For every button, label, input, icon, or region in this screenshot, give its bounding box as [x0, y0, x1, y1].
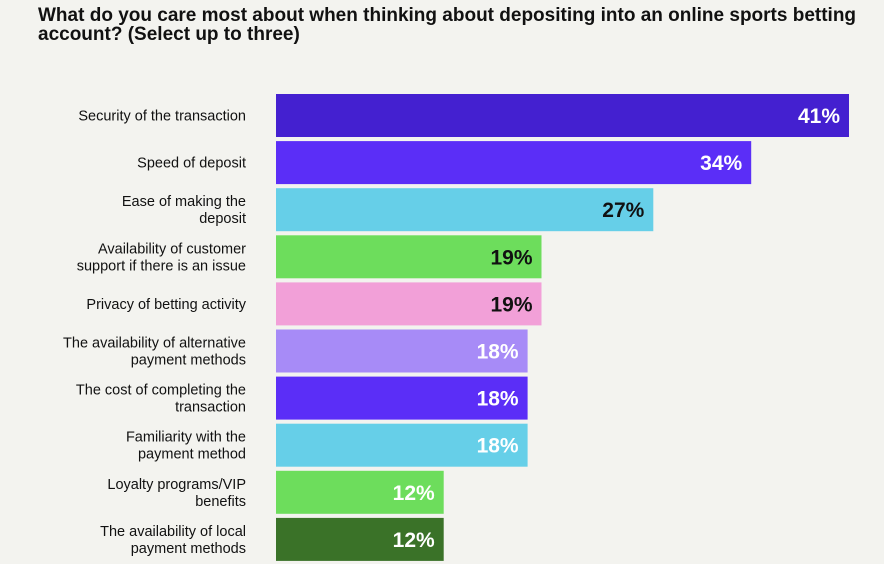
bar-5 [276, 329, 528, 373]
value-label-9: 12% [393, 529, 435, 552]
value-labels: 41% 34% 27% 19% 19% 18% 18% 18% 12% 12% [393, 105, 841, 552]
category-label-line: transaction [175, 400, 246, 416]
category-label-2: Ease of making the deposit [122, 194, 246, 227]
value-label-1: 34% [700, 152, 742, 175]
bar-3 [276, 235, 542, 279]
chart-title: What do you care most about when thinkin… [38, 5, 857, 45]
category-label-8: Loyalty programs/VIP benefits [107, 477, 246, 510]
bar-2 [276, 188, 654, 232]
category-label-line: payment methods [131, 541, 246, 557]
value-label-3: 19% [490, 246, 532, 269]
bar-7 [276, 423, 528, 467]
category-label-3: Availability of customer support if there… [77, 241, 246, 274]
bar-4 [276, 282, 542, 326]
category-label-line: payment method [138, 447, 246, 463]
category-label-line: Availability of customer [98, 241, 246, 257]
category-label-line: benefits [195, 494, 246, 510]
category-labels: Security of the transaction Speed of depo… [63, 109, 247, 557]
category-label-5: The availability of alternative payment m… [63, 336, 246, 369]
bar-6 [276, 376, 528, 420]
category-label-line: deposit [199, 211, 246, 227]
category-label-7: Familiarity with the payment method [126, 430, 246, 463]
category-label-line: payment methods [131, 353, 246, 369]
value-label-6: 18% [477, 388, 519, 411]
bar-0 [276, 94, 849, 137]
category-label-line: The availability of alternative [63, 336, 246, 352]
value-label-4: 19% [490, 293, 532, 316]
category-label-0: Security of the transaction [78, 109, 246, 125]
category-label-4: Privacy of betting activity [86, 297, 246, 313]
category-label-line: support if there is an issue [77, 258, 246, 274]
bar-1 [276, 141, 752, 185]
bars-group [276, 94, 849, 561]
category-label-6: The cost of completing the transaction [76, 383, 246, 416]
bar-8 [276, 470, 444, 514]
value-label-0: 41% [798, 105, 840, 128]
category-label-line: Loyalty programs/VIP [107, 477, 246, 493]
value-label-5: 18% [477, 341, 519, 364]
category-label-line: Privacy of betting activity [86, 297, 246, 313]
category-label-line: Speed of deposit [137, 156, 246, 172]
category-label-line: Familiarity with the [126, 430, 246, 446]
category-label-line: Security of the transaction [78, 109, 246, 125]
category-label-1: Speed of deposit [137, 156, 246, 172]
value-label-8: 12% [393, 482, 435, 505]
bar-9 [276, 517, 444, 561]
category-label-line: The availability of local [100, 524, 246, 540]
value-label-7: 18% [477, 435, 519, 458]
category-label-line: Ease of making the [122, 194, 246, 210]
value-label-2: 27% [602, 199, 644, 222]
category-label-9: The availability of local payment methods [100, 524, 246, 557]
category-label-line: The cost of completing the [76, 383, 246, 399]
